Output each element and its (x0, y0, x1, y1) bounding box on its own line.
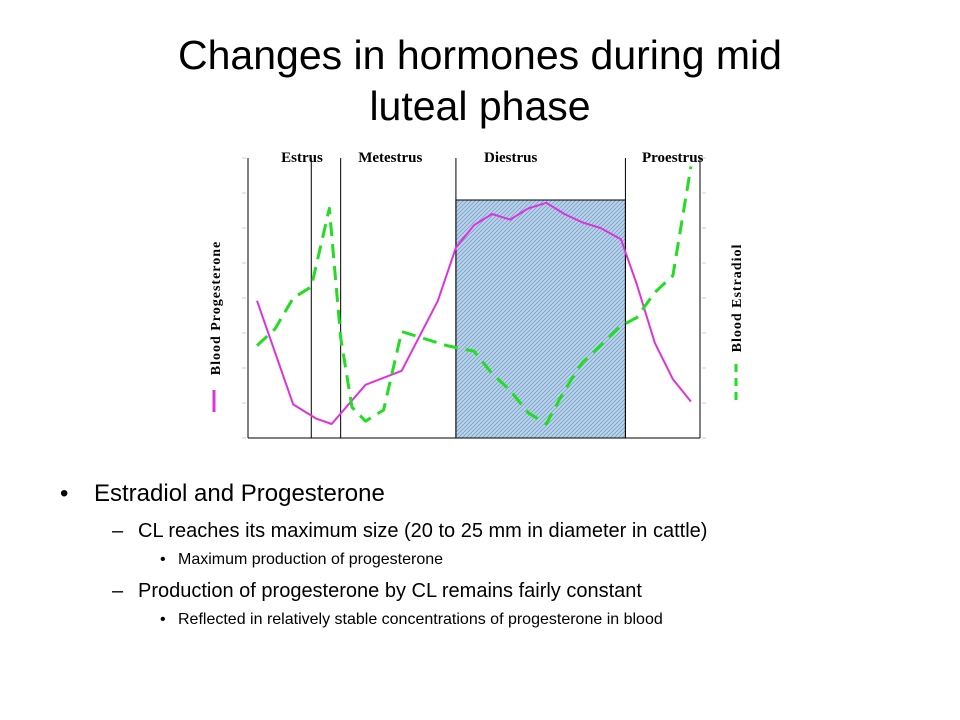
phase-label-diestrus: Diestrus (484, 150, 537, 166)
phase-label-proestrus: Proestrus (642, 150, 704, 166)
bullet-list: Estradiol and Progesterone CL reaches it… (60, 478, 920, 638)
title-line-2: luteal phase (369, 83, 591, 129)
y-axis-label-right: Blood Estradiol (730, 244, 745, 353)
bullet-max-production: Maximum production of progesterone (60, 550, 920, 570)
bullet-cl-max-size: CL reaches its maximum size (20 to 25 mm… (60, 518, 920, 544)
blood-estradiol-line (256, 166, 693, 426)
blood-progesterone-line (256, 201, 692, 425)
slide-title: Changes in hormones during mid luteal ph… (60, 30, 900, 132)
title-line-1: Changes in hormones during mid (178, 32, 782, 78)
bullet-production-constant: Production of progesterone by CL remains… (60, 578, 920, 604)
bullet-stable-concentrations: Reflected in relatively stable concentra… (60, 610, 920, 630)
phase-label-metestrus: Metestrus (358, 150, 422, 166)
phase-label-estrus: Estrus (281, 150, 323, 166)
bullet-estradiol-progesterone: Estradiol and Progesterone (60, 478, 920, 510)
y-axis-label-left: Blood Progesterone (209, 241, 224, 376)
hormone-chart: Estrus Metestrus Diestrus Proestrus Blood P… (209, 150, 745, 439)
diestrus-region (455, 199, 626, 439)
